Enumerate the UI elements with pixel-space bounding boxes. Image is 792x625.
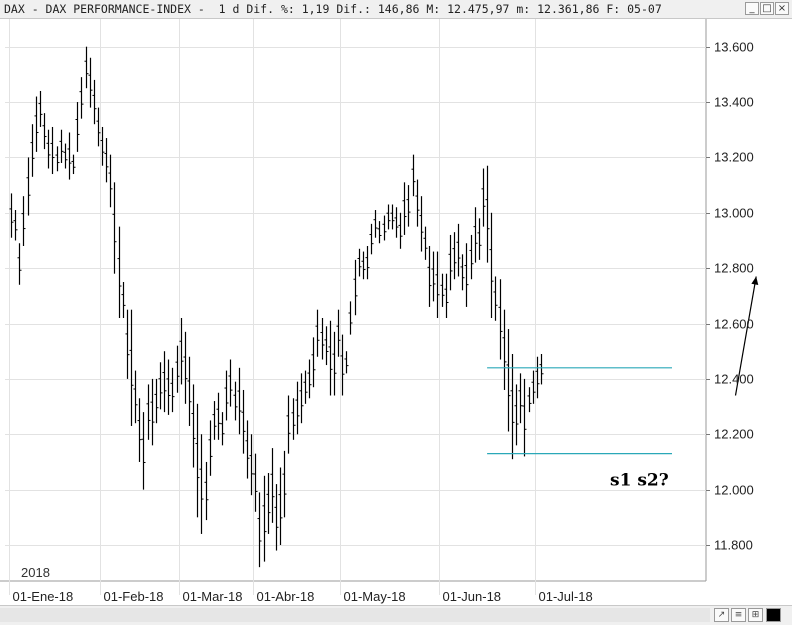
instrument-summary: DAX - DAX PERFORMANCE-INDEX - 1 d Dif. %… (4, 2, 662, 16)
annotation-overlays: s1 s2? (487, 276, 759, 491)
y-tick-label: 13.400 (714, 95, 754, 110)
y-tick-label: 12.600 (714, 317, 754, 332)
draw-tool-icon[interactable]: ↗ (714, 608, 729, 622)
y-axis: 11.800 12.000 12.200 12.400 12.600 12.800 13.0… (706, 40, 754, 553)
y-tick-label: 13.000 (714, 206, 754, 221)
layout-icon[interactable]: ⊞ (748, 608, 763, 622)
y-tick-label: 12.000 (714, 483, 754, 498)
year-label: 2018 (21, 565, 50, 580)
grid-lines (0, 19, 707, 595)
annotation-label: s1 s2? (610, 471, 669, 491)
chart-header: DAX - DAX PERFORMANCE-INDEX - 1 d Dif. %… (0, 0, 792, 19)
y-tick-label: 12.800 (714, 261, 754, 276)
x-tick-label: 01-Abr-18 (257, 589, 315, 604)
chart-footer: ↗ ≡ ⊞ ■ (0, 605, 792, 625)
close-icon[interactable]: × (775, 2, 789, 15)
y-tick-label: 12.200 (714, 427, 754, 442)
x-tick-label: 01-Jul-18 (539, 589, 593, 604)
y-tick-label: 11.800 (714, 538, 753, 553)
ohlc-bars (9, 46, 544, 568)
arrow-head-icon (751, 276, 759, 285)
x-tick-label: 01-Feb-18 (104, 589, 164, 604)
minimize-icon[interactable]: _ (745, 2, 759, 15)
x-tick-label: 01-Ene-18 (13, 589, 74, 604)
x-tick-label: 01-Jun-18 (443, 589, 502, 604)
arrow-line (734, 276, 757, 396)
x-tick-label: 01-May-18 (344, 589, 406, 604)
x-axis: 01-Ene-18 01-Feb-18 01-Mar-18 01-Abr-18 01-M… (13, 565, 593, 604)
maximize-icon[interactable]: □ (760, 2, 774, 15)
color-swatch-icon[interactable]: ■ (766, 608, 781, 622)
y-tick-label: 12.400 (714, 372, 754, 387)
chart-area[interactable]: s1 s2? 11.800 12.000 12.200 12.400 12.600 12.… (0, 19, 792, 605)
horizontal-scrollbar[interactable] (0, 608, 710, 622)
y-tick-label: 13.200 (714, 150, 754, 165)
price-chart: s1 s2? 11.800 12.000 12.200 12.400 12.600 12.… (0, 19, 759, 604)
list-icon[interactable]: ≡ (731, 608, 746, 622)
x-tick-label: 01-Mar-18 (183, 589, 243, 604)
y-tick-label: 13.600 (714, 40, 754, 55)
